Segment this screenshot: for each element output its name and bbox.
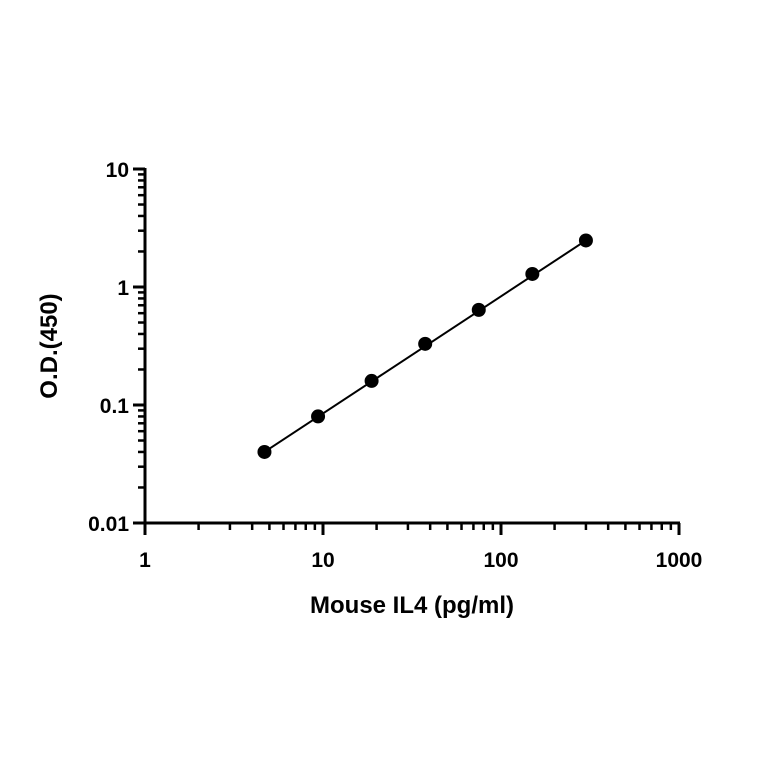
x-tick-label: 1000 [656, 549, 703, 572]
x-axis: 1 10 100 1000 [133, 521, 703, 572]
y-axis: 0.01 0.1 1 10 [88, 159, 147, 536]
data-point [311, 409, 326, 424]
x-tick-label: 100 [483, 549, 518, 572]
data-point [471, 302, 486, 317]
x-axis-title: Mouse IL4 (pg/ml) [310, 592, 514, 619]
y-tick-label: 10 [106, 159, 129, 182]
data-point [578, 233, 593, 248]
y-tick-label: 0.1 [100, 395, 130, 418]
y-axis-title: O.D.(450) [36, 293, 63, 398]
data-point [525, 266, 540, 281]
data-point [257, 444, 272, 459]
x-tick-label: 10 [311, 549, 334, 572]
y-tick-label: 0.01 [88, 513, 129, 536]
x-tick-label: 1 [139, 549, 151, 572]
y-tick-label: 1 [117, 277, 129, 300]
data-point [418, 336, 433, 351]
data-point [364, 373, 379, 388]
data-points [257, 233, 593, 459]
